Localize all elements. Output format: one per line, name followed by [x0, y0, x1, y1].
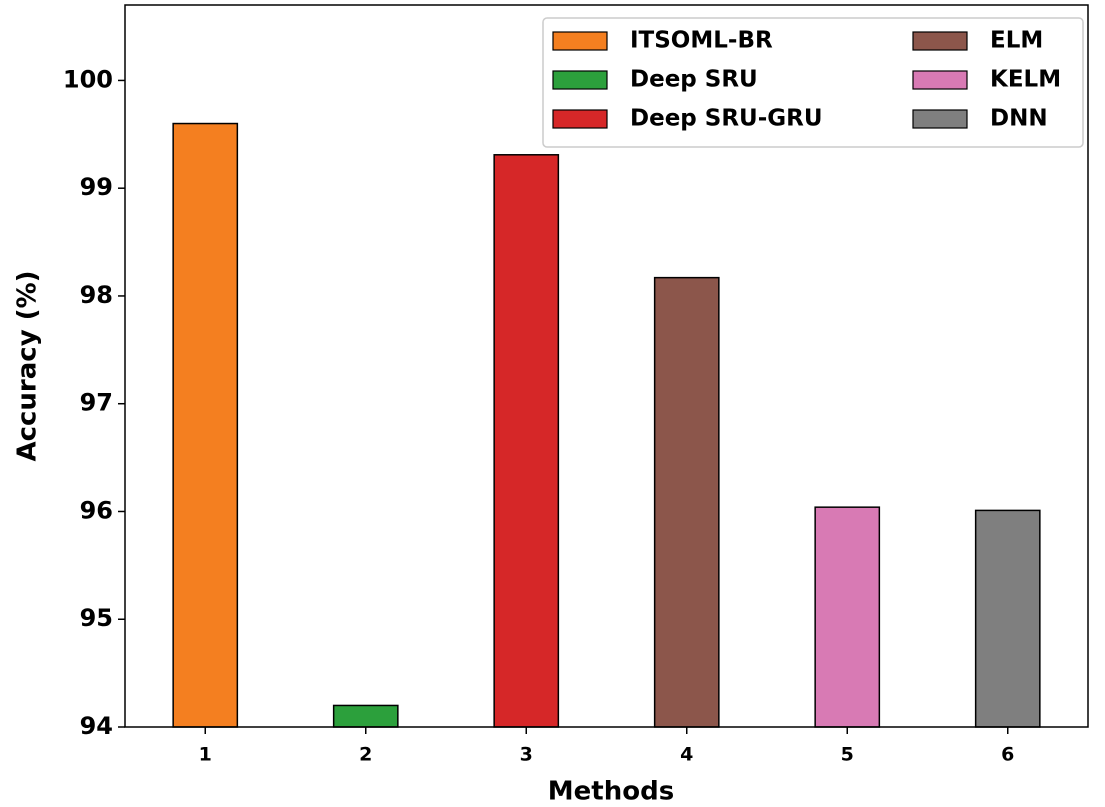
legend-label: KELM — [990, 67, 1061, 93]
x-tick-label: 5 — [841, 744, 854, 766]
bar — [814, 506, 881, 728]
y-tick-label: 98 — [80, 281, 113, 309]
y-tick-label: 97 — [80, 389, 113, 417]
x-tick-label: 1 — [199, 744, 212, 766]
y-tick-label: 99 — [80, 173, 113, 201]
bar — [974, 509, 1041, 728]
plot-frame — [124, 4, 1089, 728]
legend-label: Deep SRU-GRU — [630, 106, 823, 132]
bar — [493, 154, 560, 728]
legend-swatch — [552, 70, 608, 90]
legend-label: ELM — [990, 28, 1043, 54]
x-tick-label: 3 — [520, 744, 533, 766]
x-tick-label: 4 — [680, 744, 693, 766]
legend-swatch — [912, 109, 968, 129]
legend-label: ITSOML-BR — [630, 28, 773, 54]
y-tick-label: 100 — [63, 65, 113, 93]
legend-label: Deep SRU — [630, 67, 758, 93]
x-tick-label: 6 — [1001, 744, 1014, 766]
y-tick-label: 96 — [80, 496, 113, 524]
bar — [653, 276, 720, 728]
legend-swatch — [552, 31, 608, 51]
legend-label: DNN — [990, 106, 1048, 132]
bar — [332, 704, 399, 728]
legend-swatch — [912, 70, 968, 90]
bar — [172, 122, 239, 728]
y-tick-label: 94 — [80, 712, 113, 740]
legend-swatch — [552, 109, 608, 129]
x-axis-label: Methods — [548, 777, 674, 807]
x-tick-label: 2 — [359, 744, 372, 766]
y-axis-label: Accuracy (%) — [13, 270, 43, 461]
y-tick-label: 95 — [80, 604, 113, 632]
legend-swatch — [912, 31, 968, 51]
